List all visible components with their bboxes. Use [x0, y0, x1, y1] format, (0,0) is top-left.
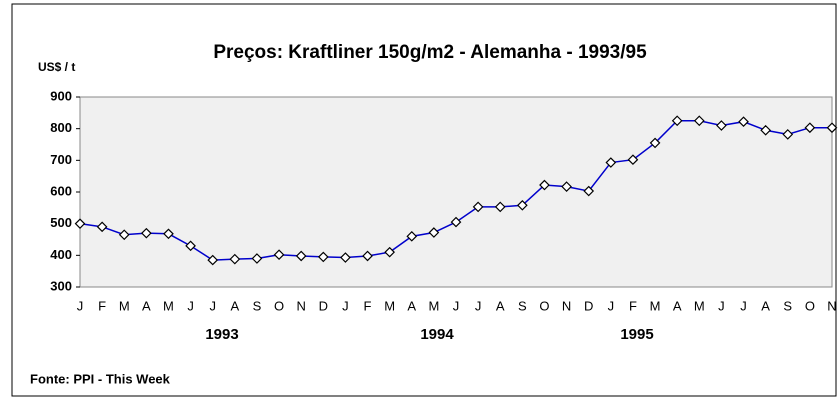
x-tick-label: J: [740, 298, 747, 313]
x-tick-label: F: [364, 298, 372, 313]
year-label: 1993: [205, 326, 238, 343]
data-point: [273, 249, 285, 261]
x-tick-label: S: [783, 298, 792, 313]
data-point: [251, 253, 263, 264]
x-tick-label: J: [187, 298, 194, 313]
data-point: [362, 250, 373, 262]
x-tick-label: O: [539, 298, 549, 313]
x-tick-label: A: [407, 298, 416, 313]
data-point: [605, 157, 617, 168]
x-tick-label: J: [453, 298, 460, 313]
data-point: [716, 120, 727, 131]
x-tick-label: M: [119, 298, 130, 313]
x-tick-label: M: [428, 298, 439, 313]
data-point: [494, 201, 506, 213]
x-tick-label: N: [562, 298, 571, 313]
y-tick-label: 500: [50, 215, 72, 230]
data-point: [782, 129, 794, 140]
data-point: [760, 124, 771, 136]
data-point: [693, 115, 705, 127]
y-tick-label: 800: [50, 120, 72, 135]
x-tick-label: M: [650, 298, 661, 313]
source-note: Fonte: PPI - This Week: [30, 371, 171, 386]
data-point: [340, 252, 351, 263]
x-tick-label: M: [384, 298, 395, 313]
x-tick-label: J: [77, 298, 84, 313]
x-tick-label: F: [629, 298, 637, 313]
data-point: [406, 230, 418, 242]
data-point: [163, 228, 174, 240]
y-tick-label: 700: [50, 152, 72, 167]
data-point: [185, 240, 196, 252]
y-tick-label: 600: [50, 183, 72, 198]
data-point: [428, 227, 440, 238]
x-tick-label: A: [761, 298, 770, 313]
data-point: [384, 246, 395, 258]
data-point: [118, 229, 130, 241]
x-tick-label: F: [98, 298, 106, 313]
data-point: [295, 250, 307, 262]
y-tick-label: 900: [50, 88, 72, 103]
data-point: [229, 253, 241, 265]
data-point: [649, 137, 661, 149]
chart-title: Preços: Kraftliner 150g/m2 - Alemanha - …: [213, 42, 647, 63]
data-point: [517, 199, 528, 211]
x-tick-label: J: [209, 298, 216, 313]
data-point: [472, 201, 484, 213]
x-tick-label: A: [142, 298, 151, 313]
x-tick-label: O: [805, 298, 815, 313]
x-tick-label: M: [694, 298, 705, 313]
data-point: [207, 254, 219, 266]
x-tick-label: D: [584, 298, 593, 313]
data-point: [96, 221, 108, 233]
x-tick-label: A: [673, 298, 682, 313]
x-tick-label: J: [342, 298, 349, 313]
x-tick-label: S: [253, 298, 262, 313]
data-point: [561, 181, 572, 192]
data-point: [627, 154, 639, 166]
y-tick-label: 300: [50, 278, 72, 293]
year-label: 1995: [620, 326, 653, 343]
x-tick-label: N: [296, 298, 305, 313]
data-point: [539, 179, 550, 191]
y-tick-label: 400: [50, 247, 72, 262]
x-tick-label: A: [230, 298, 239, 313]
data-point: [317, 251, 329, 263]
data-point: [738, 116, 749, 128]
y-axis-label: US$ / t: [38, 60, 75, 74]
data-point: [450, 216, 462, 228]
data-point: [826, 122, 838, 134]
x-tick-label: J: [608, 298, 615, 313]
x-tick-label: J: [475, 298, 482, 313]
data-point: [74, 218, 86, 230]
x-tick-label: S: [518, 298, 527, 313]
data-point: [141, 227, 152, 239]
x-tick-label: D: [319, 298, 328, 313]
x-tick-label: O: [274, 298, 284, 313]
x-tick-label: M: [163, 298, 174, 313]
year-label: 1994: [420, 326, 454, 343]
x-tick-label: A: [496, 298, 505, 313]
x-tick-label: J: [718, 298, 725, 313]
data-point: [671, 115, 683, 127]
x-tick-label: N: [827, 298, 836, 313]
data-point: [804, 122, 816, 134]
data-point: [583, 185, 595, 197]
